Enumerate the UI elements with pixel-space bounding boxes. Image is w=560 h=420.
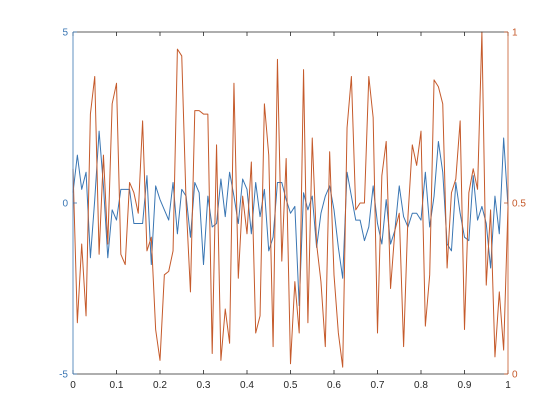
right-y-tick-label: 1 (512, 28, 518, 39)
left-y-tick-label: 5 (62, 28, 68, 39)
right-y-tick-label: 0 (512, 370, 518, 381)
x-tick-label: 0.4 (240, 380, 254, 391)
x-tick-label: 1 (505, 380, 511, 391)
series-line-left (72, 130, 509, 307)
x-tick-label: 0.7 (371, 380, 385, 391)
x-tick-label: 0.2 (153, 380, 167, 391)
x-tick-label: 0.5 (284, 380, 298, 391)
x-tick-label: 0.6 (327, 380, 341, 391)
series-layer (72, 31, 509, 368)
x-tick-label: 0 (70, 380, 76, 391)
left-y-tick-label: 0 (62, 199, 68, 210)
left-y-tick-label: -5 (59, 370, 68, 381)
x-tick-label: 0.1 (110, 380, 124, 391)
x-tick-label: 0.9 (458, 380, 472, 391)
x-tick-label: 0.8 (414, 380, 428, 391)
series-line-right (72, 31, 509, 368)
right-y-tick-label: 0.5 (512, 199, 526, 210)
x-tick-label: 0.3 (197, 380, 211, 391)
